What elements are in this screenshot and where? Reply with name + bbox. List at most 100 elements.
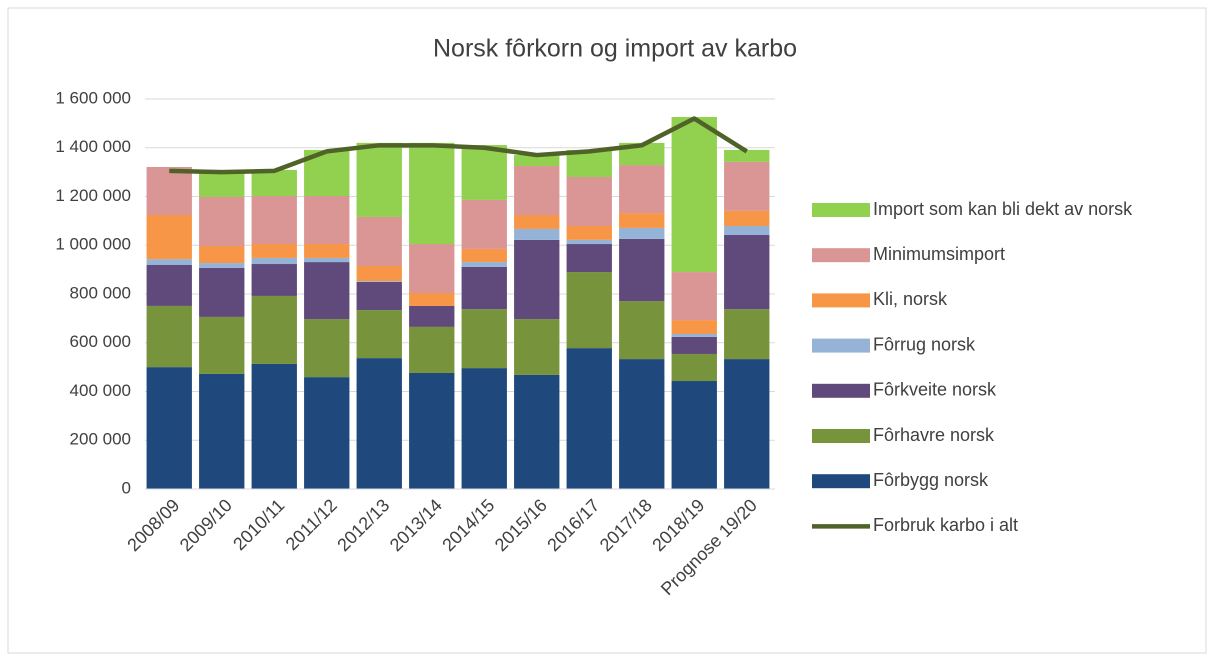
bar-segment — [304, 257, 350, 263]
bar-segment — [199, 196, 245, 246]
bar-segment — [409, 305, 455, 327]
bar-segment — [304, 377, 350, 489]
y-tick-label: 1 200 000 — [55, 186, 131, 205]
y-tick-label: 200 000 — [70, 430, 131, 449]
bar-segment — [461, 199, 507, 249]
bar-segment — [566, 272, 612, 349]
y-tick-label: 1 000 000 — [55, 235, 131, 254]
bar-segment — [356, 358, 402, 489]
bar-segment — [356, 281, 402, 311]
bar-segment — [724, 149, 770, 162]
legend-swatch — [812, 338, 870, 353]
bar-segment — [671, 333, 717, 337]
bar-segment — [356, 142, 402, 217]
chart-title: Norsk fôrkorn og import av karbo — [433, 35, 797, 63]
bar-segment — [409, 244, 455, 294]
bar-segment — [724, 359, 770, 489]
legend-swatch — [812, 383, 870, 398]
legend-swatch — [812, 293, 870, 308]
bar-segment — [199, 245, 245, 264]
bar-segment — [199, 267, 245, 317]
bar-segment — [304, 319, 350, 378]
bar-segment — [619, 165, 665, 214]
bar-segment — [671, 353, 717, 382]
y-tick-label: 400 000 — [70, 381, 131, 400]
bar-segment — [671, 272, 717, 321]
bar-segment — [619, 301, 665, 360]
legend-label: Fôrhavre norsk — [873, 425, 995, 445]
bar-segment — [356, 265, 402, 282]
bar-segment — [619, 213, 665, 228]
bar-segment — [671, 381, 717, 489]
bar-segment — [671, 117, 717, 273]
bar-segment — [671, 336, 717, 354]
bar-segment — [671, 320, 717, 334]
bar-segment — [409, 142, 455, 245]
bar-segment — [514, 319, 560, 375]
bar-segment — [461, 266, 507, 310]
bar-segment — [461, 145, 507, 200]
bar-segment — [251, 295, 297, 364]
bar-segment — [146, 264, 192, 306]
bar-segment — [724, 161, 770, 211]
bar-segment — [724, 309, 770, 360]
line-series — [169, 116, 748, 175]
bar-segment — [146, 259, 192, 265]
legend-label: Fôrrug norsk — [873, 334, 976, 354]
bar-segment — [724, 210, 770, 226]
bar-segment — [461, 309, 507, 369]
legend-label: Fôrbygg norsk — [873, 470, 989, 490]
bar-segment — [199, 316, 245, 374]
bar-segment — [251, 244, 297, 258]
bar-segment — [619, 359, 665, 489]
bar-segment — [251, 264, 297, 296]
legend-label: Kli, norsk — [873, 289, 948, 309]
bar-segment — [199, 263, 245, 268]
legend-label: Forbruk karbo i alt — [873, 515, 1018, 535]
legend-swatch — [812, 248, 870, 263]
bar-segment — [514, 228, 560, 240]
y-tick-label: 800 000 — [70, 283, 131, 302]
bar-segment — [304, 262, 350, 320]
bar-segment — [146, 215, 192, 260]
legend-swatch — [812, 203, 870, 217]
bar-segment — [304, 196, 350, 245]
bar-segment — [304, 244, 350, 258]
bar-segment — [146, 305, 192, 368]
bar-segment — [461, 248, 507, 263]
legend-label: Fôrkveite norsk — [873, 380, 997, 400]
bar-segment — [514, 155, 560, 167]
bar-segment — [251, 169, 297, 197]
legend-label: Import som kan bli dekt av norsk — [873, 199, 1133, 219]
bar-segment — [619, 238, 665, 302]
bar-segment — [514, 239, 560, 320]
bar-segment — [566, 225, 612, 240]
legend-label: Minimumsimport — [873, 244, 1005, 264]
bar-segment — [566, 348, 612, 489]
y-tick-label: 0 — [122, 478, 131, 497]
y-tick-label: 600 000 — [70, 332, 131, 351]
bar-segment — [566, 239, 612, 245]
bar-segment — [514, 215, 560, 229]
bar-segment — [566, 244, 612, 273]
bar-segment — [146, 367, 192, 489]
bar-segment — [356, 216, 402, 266]
bar-segment — [146, 167, 192, 216]
y-tick-label: 1 600 000 — [55, 88, 131, 107]
bar-segment — [409, 293, 455, 306]
bar-segment — [514, 166, 560, 216]
bar-segment — [356, 310, 402, 359]
bar-segment — [356, 281, 402, 282]
y-tick-label: 1 400 000 — [55, 137, 131, 156]
bar-segment — [724, 225, 770, 236]
legend-swatch — [812, 429, 870, 443]
bar-segment — [409, 326, 455, 373]
bar-segment — [251, 196, 297, 245]
bar-segment — [566, 177, 612, 226]
bar-segment — [461, 262, 507, 267]
bar-segment — [461, 368, 507, 489]
bar-segment — [514, 374, 560, 489]
legend-swatch — [812, 474, 870, 489]
bar-segment — [199, 169, 245, 197]
